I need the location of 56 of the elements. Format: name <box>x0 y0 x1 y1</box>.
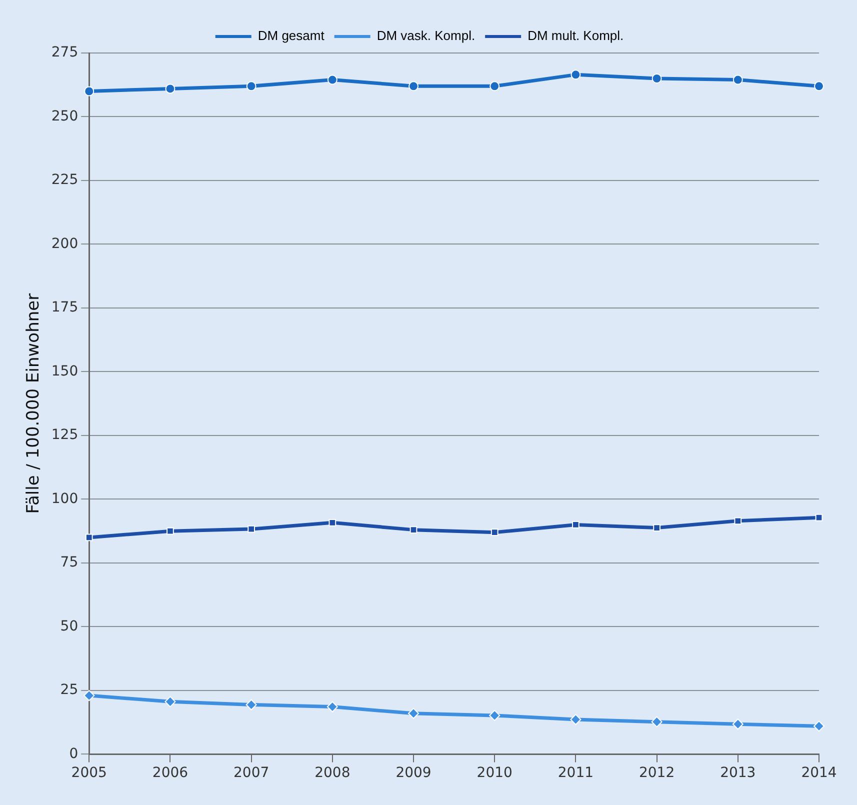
y-tick-label: 250 <box>51 108 78 124</box>
y-tick-label: 150 <box>51 363 78 380</box>
point <box>408 708 420 719</box>
y-tick-label: 100 <box>51 490 78 507</box>
point <box>164 696 176 708</box>
point <box>408 81 419 92</box>
point <box>166 527 174 535</box>
x-tick-label: 2010 <box>476 765 512 782</box>
x-tick-label: 2011 <box>558 765 594 782</box>
point <box>570 714 582 726</box>
point <box>732 74 743 85</box>
point <box>815 514 823 522</box>
point <box>652 74 662 84</box>
point <box>653 524 660 532</box>
y-tick-label: 125 <box>51 427 78 444</box>
x-tick-label: 2009 <box>396 765 432 782</box>
x-tick-label: 2006 <box>152 765 188 782</box>
y-tick-label: 0 <box>69 746 78 762</box>
point <box>651 716 662 728</box>
point <box>326 701 338 712</box>
legend-label: DM vask. Kompl. <box>376 28 476 44</box>
point <box>814 81 824 92</box>
point <box>734 517 742 525</box>
point <box>248 525 255 533</box>
y-tick-label: 25 <box>60 682 78 698</box>
point <box>410 526 418 534</box>
point <box>732 718 744 730</box>
point <box>490 528 498 536</box>
legend-label: DM gesamt <box>258 28 325 44</box>
point <box>490 81 500 92</box>
point <box>328 518 336 526</box>
y-tick-label: 275 <box>51 44 78 61</box>
x-tick-label: 2007 <box>233 765 270 782</box>
point <box>572 521 580 528</box>
legend-label: DM mult. Kompl. <box>528 28 624 44</box>
point <box>84 690 95 702</box>
x-tick-label: 2014 <box>801 765 837 782</box>
x-tick-label: 2013 <box>720 765 756 782</box>
y-axis-title: Fälle / 100.000 Einwohner <box>24 293 44 514</box>
point <box>489 710 500 721</box>
point <box>814 720 824 732</box>
point <box>327 74 338 85</box>
point <box>165 84 176 94</box>
point <box>246 699 257 710</box>
x-tick-label: 2012 <box>638 765 675 782</box>
y-tick-label: 175 <box>51 300 78 316</box>
point <box>84 86 94 96</box>
x-tick-label: 2008 <box>314 765 350 782</box>
point <box>570 70 581 80</box>
y-tick-label: 75 <box>60 554 78 571</box>
y-tick-label: 50 <box>60 618 78 634</box>
point <box>246 81 256 92</box>
y-tick-label: 200 <box>51 236 78 252</box>
point <box>85 534 93 542</box>
y-tick-label: 225 <box>51 172 78 188</box>
x-tick-label: 2005 <box>71 765 107 782</box>
